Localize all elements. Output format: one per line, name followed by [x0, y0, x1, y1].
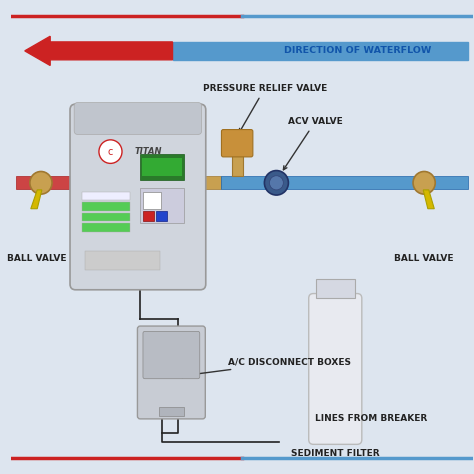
Bar — [142, 158, 182, 176]
Bar — [221, 176, 468, 190]
Bar — [143, 192, 161, 209]
FancyBboxPatch shape — [143, 331, 200, 379]
Bar — [82, 223, 130, 231]
Text: PRESSURE RELIEF VALVE: PRESSURE RELIEF VALVE — [202, 84, 327, 132]
Polygon shape — [423, 190, 434, 209]
Text: BALL VALVE: BALL VALVE — [7, 254, 66, 263]
FancyArrow shape — [25, 36, 173, 65]
Bar — [140, 154, 184, 180]
Text: A/C DISCONNECT BOXES: A/C DISCONNECT BOXES — [179, 357, 351, 378]
Bar — [155, 211, 167, 221]
Text: TITAN: TITAN — [134, 147, 162, 156]
Bar — [316, 279, 355, 298]
FancyBboxPatch shape — [137, 326, 205, 419]
Circle shape — [30, 172, 52, 194]
Circle shape — [413, 172, 435, 194]
Bar — [85, 251, 160, 270]
Bar — [232, 143, 243, 176]
Text: c: c — [108, 146, 113, 156]
Circle shape — [264, 171, 288, 195]
Text: ACV VALVE: ACV VALVE — [283, 117, 343, 170]
FancyBboxPatch shape — [74, 102, 201, 135]
Text: DIRECTION OF WATERFLOW: DIRECTION OF WATERFLOW — [283, 46, 431, 55]
Bar — [140, 188, 184, 223]
Bar — [82, 192, 130, 201]
Bar — [82, 213, 130, 221]
Bar — [82, 202, 130, 211]
Bar — [159, 407, 184, 416]
FancyBboxPatch shape — [221, 129, 253, 157]
Bar — [94, 176, 221, 190]
Text: SEDIMENT FILTER: SEDIMENT FILTER — [291, 449, 380, 458]
FancyArrow shape — [173, 42, 468, 60]
Polygon shape — [31, 190, 42, 209]
Bar — [143, 211, 154, 221]
Circle shape — [99, 140, 122, 164]
Circle shape — [270, 176, 283, 190]
FancyBboxPatch shape — [70, 104, 206, 290]
Text: LINES FROM BREAKER: LINES FROM BREAKER — [315, 414, 427, 423]
Bar — [16, 176, 94, 190]
FancyBboxPatch shape — [309, 293, 362, 444]
Text: BALL VALVE: BALL VALVE — [394, 254, 454, 263]
